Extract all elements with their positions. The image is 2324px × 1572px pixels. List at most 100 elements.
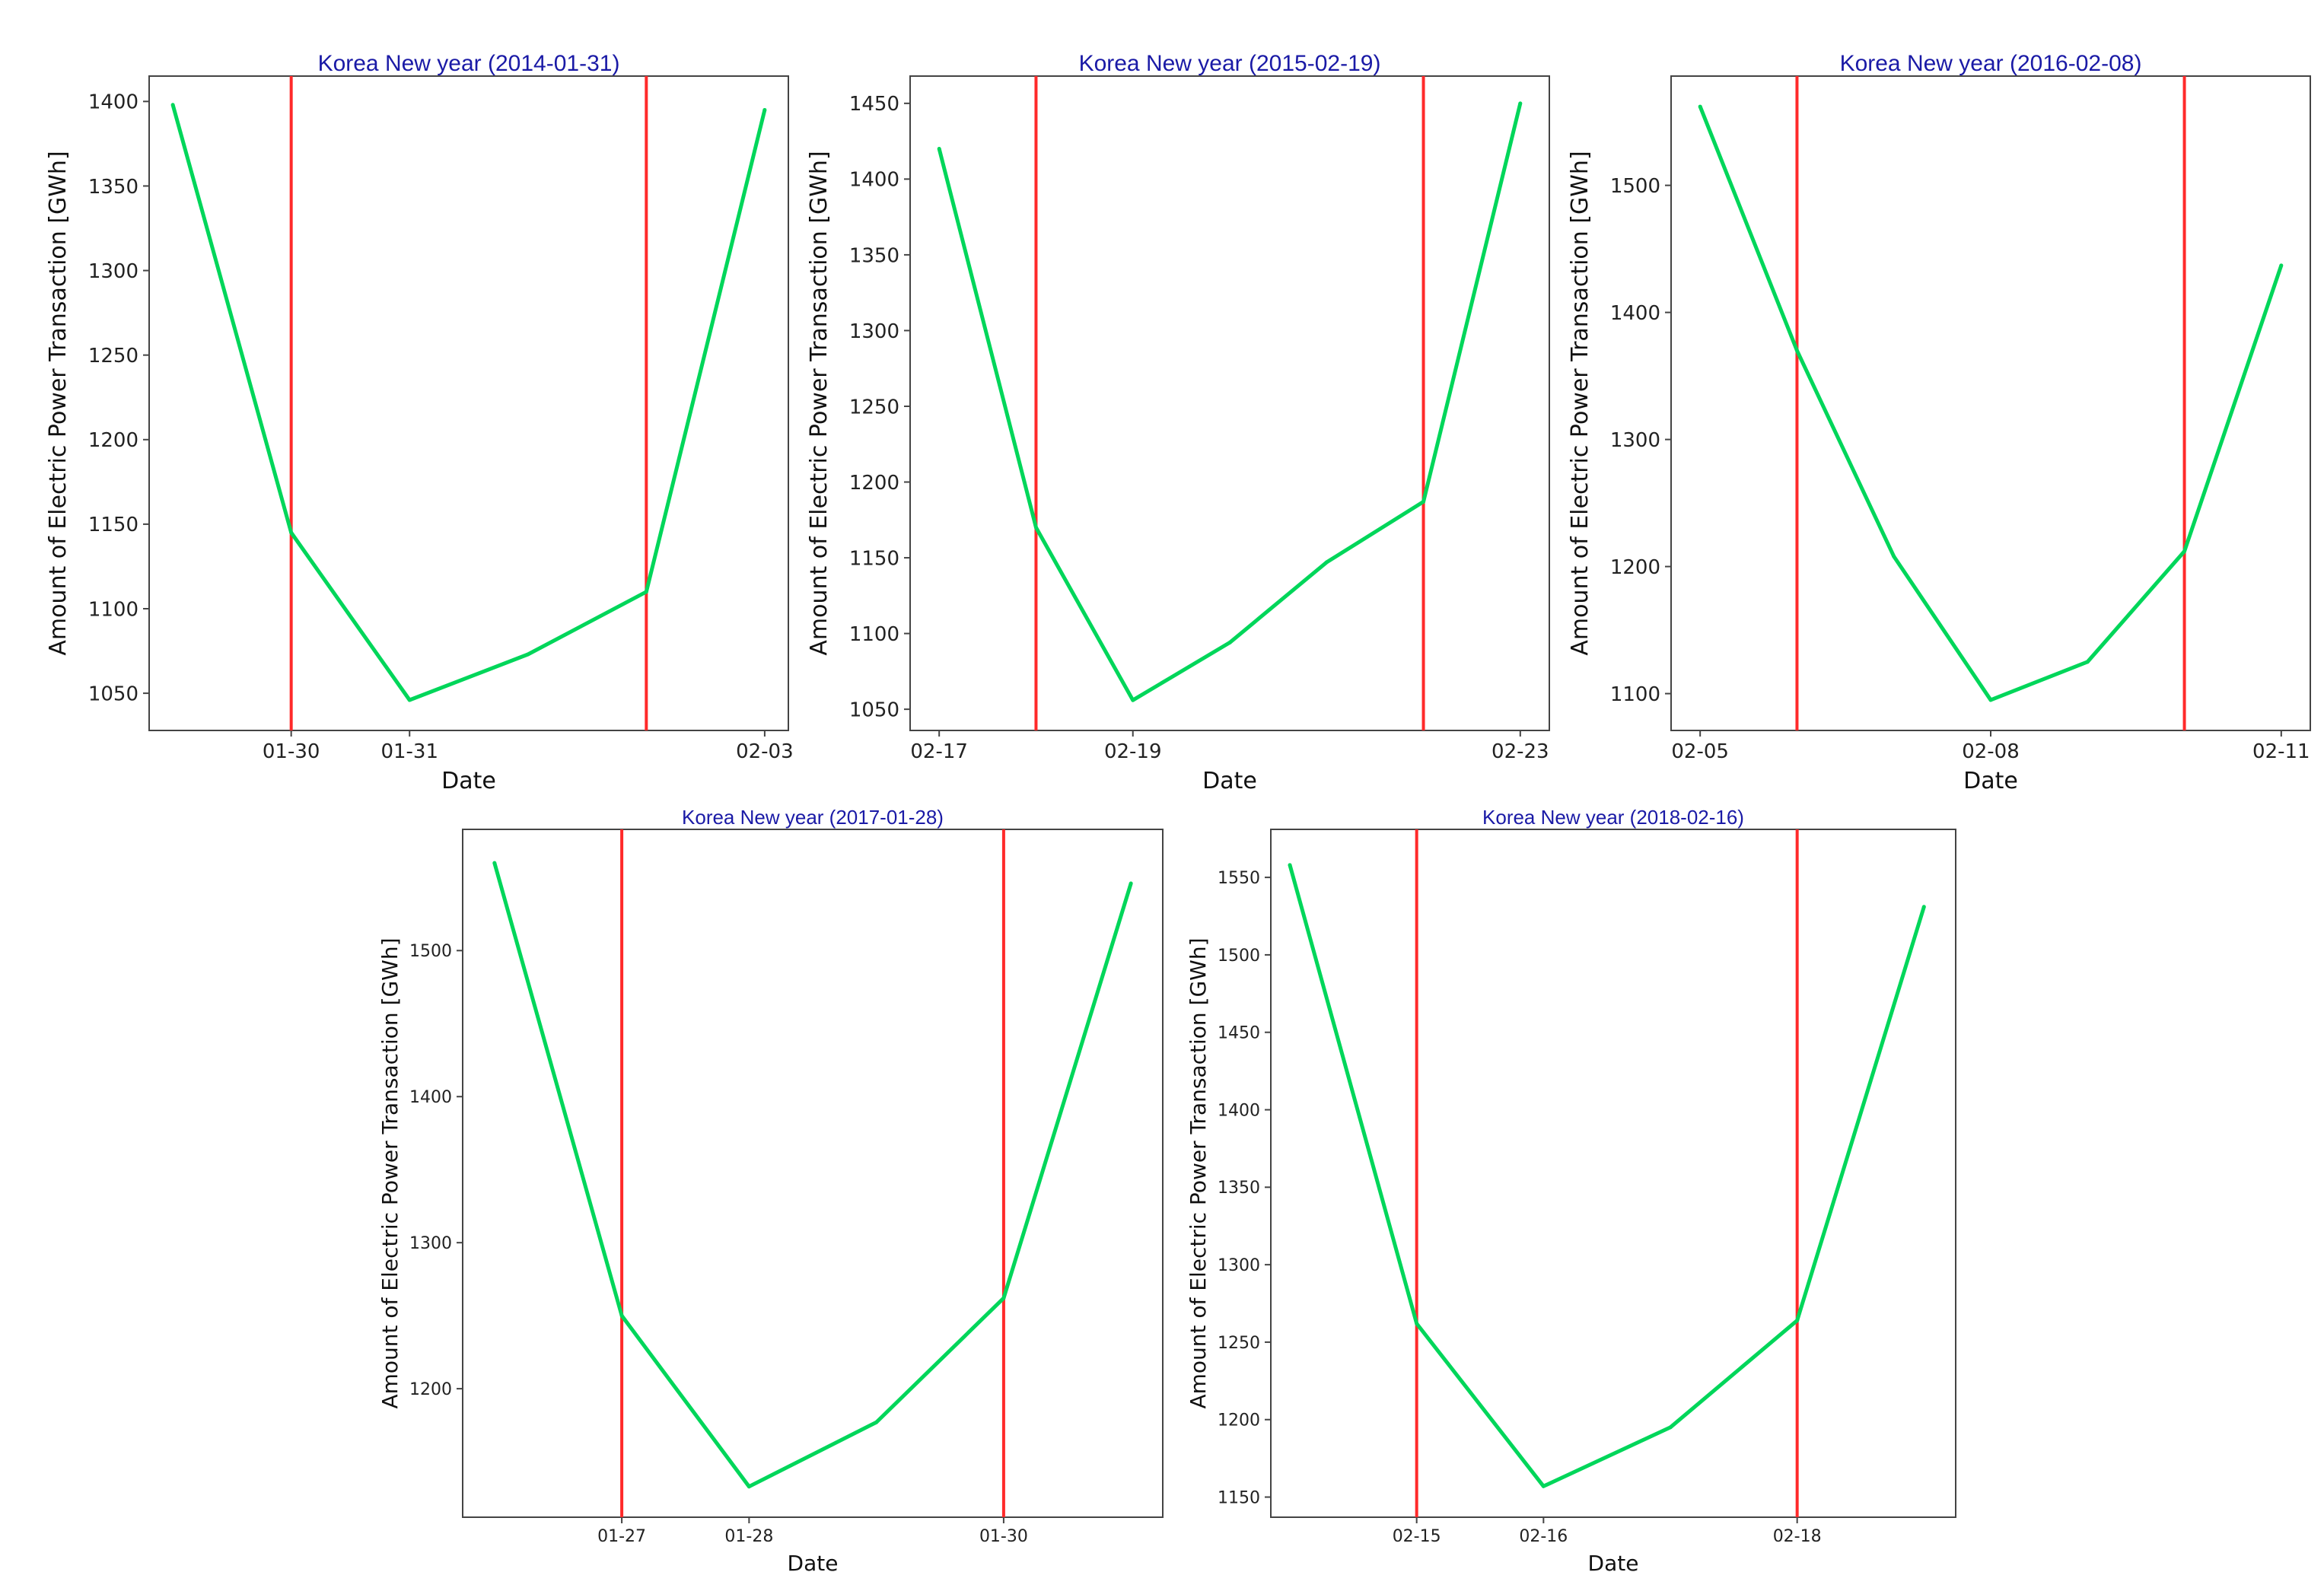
data-point (1033, 525, 1038, 530)
chart-title: Korea New year (2016-02-08) (1840, 51, 2142, 76)
chart-2014: Korea New year (2014-01-31) 1050 1100 1150 1… (45, 51, 794, 794)
y-tick-label: 1500 (409, 942, 452, 961)
y-tick-label: 1250 (88, 345, 138, 368)
y-tick-label: 1400 (88, 91, 138, 114)
y-tick-label: 1100 (88, 598, 138, 621)
series-line (1288, 864, 1926, 1488)
y-tick-label: 1200 (1218, 1411, 1260, 1430)
y-tick-label: 1500 (1218, 947, 1260, 966)
y-tick-label: 1300 (1218, 1256, 1260, 1275)
y-tick-label: 1450 (849, 93, 899, 116)
y-tick-label: 1200 (849, 472, 899, 495)
data-point (762, 107, 767, 112)
y-tick-label: 1200 (88, 429, 138, 452)
data-point (1988, 698, 1993, 702)
data-point (1921, 905, 1926, 909)
x-tick-label: 02-18 (1773, 1527, 1822, 1546)
series-line (492, 862, 1133, 1489)
y-tick-label: 1050 (849, 698, 899, 721)
data-point (407, 698, 412, 702)
y-tick-label: 1150 (1218, 1488, 1260, 1507)
y-tick-label: 1300 (409, 1234, 452, 1253)
x-tick-label: 02-15 (1393, 1527, 1441, 1546)
data-point (492, 861, 497, 865)
plot-area-frame (462, 829, 1164, 1518)
x-axis-label: Date (1588, 1551, 1639, 1572)
data-point (526, 652, 530, 657)
x-tick-label: 01-30 (263, 740, 320, 763)
y-axis-label: Amount of Electric Power Transaction [GW… (377, 937, 403, 1408)
series-line (170, 104, 767, 702)
y-tick-label: 1400 (1610, 302, 1660, 325)
chart-2017: Korea New year (2017-01-28) 1200 1300 1400 1… (377, 806, 1164, 1572)
x-axis-label: Date (441, 768, 496, 794)
data-point (1892, 554, 1896, 558)
data-point (1421, 499, 1426, 504)
x-tick-label: 02-03 (736, 740, 794, 763)
y-tick-label: 1200 (1610, 556, 1660, 579)
y-tick-label: 1300 (849, 320, 899, 343)
chart-title: Korea New year (2017-01-28) (682, 806, 944, 829)
y-axis-label: Amount of Electric Power Transaction [GW… (1186, 937, 1211, 1408)
data-point (937, 147, 941, 151)
y-tick-label: 1050 (88, 683, 138, 705)
y-tick-label: 1400 (1218, 1101, 1260, 1120)
data-point (1795, 1318, 1800, 1322)
y-tick-label: 1150 (849, 547, 899, 570)
chart-title: Korea New year (2018-02-16) (1482, 806, 1744, 829)
data-point (1129, 881, 1133, 886)
y-tick-label: 1300 (1610, 429, 1660, 452)
data-point (1415, 1321, 1419, 1325)
x-axis-label: Date (788, 1551, 839, 1572)
x-tick-label: 01-31 (380, 740, 438, 763)
data-point (1541, 1484, 1546, 1488)
y-tick-label: 1400 (409, 1088, 452, 1107)
plot-area-frame (909, 75, 1550, 731)
x-tick-label: 01-30 (979, 1527, 1028, 1546)
x-tick-label: 01-27 (597, 1527, 646, 1546)
data-point (2182, 549, 2187, 554)
y-tick-label: 1300 (88, 260, 138, 283)
x-tick-label: 02-05 (1671, 740, 1729, 763)
y-axis-label: Amount of Electric Power Transaction [GW… (806, 151, 833, 655)
data-point (1698, 104, 1702, 109)
data-point (1288, 863, 1292, 867)
y-tick-label: 1400 (849, 169, 899, 192)
x-axis-label: Date (1963, 768, 2018, 794)
data-point (747, 1484, 751, 1489)
y-tick-label: 1100 (849, 623, 899, 646)
y-tick-label: 1200 (409, 1380, 452, 1399)
x-tick-label: 02-08 (1962, 740, 2020, 763)
x-tick-label: 02-19 (1104, 740, 1162, 763)
data-point (874, 1420, 879, 1424)
data-point (2279, 263, 2284, 268)
data-point (644, 590, 648, 594)
plot-area-frame (1670, 75, 2311, 731)
chart-title: Korea New year (2014-01-31) (318, 51, 620, 76)
y-tick-label: 1150 (88, 514, 138, 536)
data-point (289, 530, 294, 535)
x-tick-label: 02-23 (1491, 740, 1549, 763)
y-tick-label: 1450 (1218, 1024, 1260, 1043)
y-tick-label: 1500 (1610, 175, 1660, 198)
data-point (1131, 698, 1135, 702)
x-tick-label: 02-11 (2252, 740, 2310, 763)
y-axis-label: Amount of Electric Power Transaction [GW… (45, 151, 72, 655)
y-tick-label: 1350 (1218, 1179, 1260, 1198)
chart-2016: Korea New year (2016-02-08) 1100 1200 1300 1… (1567, 51, 2311, 794)
data-point (1668, 1425, 1673, 1430)
data-point (2085, 660, 2090, 664)
y-tick-label: 1100 (1610, 683, 1660, 706)
chart-2018: Korea New year (2018-02-16) 1150 1200 1250 1… (1186, 806, 1956, 1572)
data-point (170, 103, 175, 107)
y-tick-label: 1350 (849, 244, 899, 267)
x-tick-label: 01-28 (724, 1527, 773, 1546)
y-tick-label: 1550 (1218, 869, 1260, 888)
y-tick-label: 1350 (88, 176, 138, 199)
data-point (1001, 1296, 1006, 1300)
x-tick-label: 02-16 (1519, 1527, 1568, 1546)
y-axis-label: Amount of Electric Power Transaction [GW… (1567, 151, 1593, 655)
y-tick-label: 1250 (1218, 1334, 1260, 1353)
data-point (1518, 101, 1523, 106)
